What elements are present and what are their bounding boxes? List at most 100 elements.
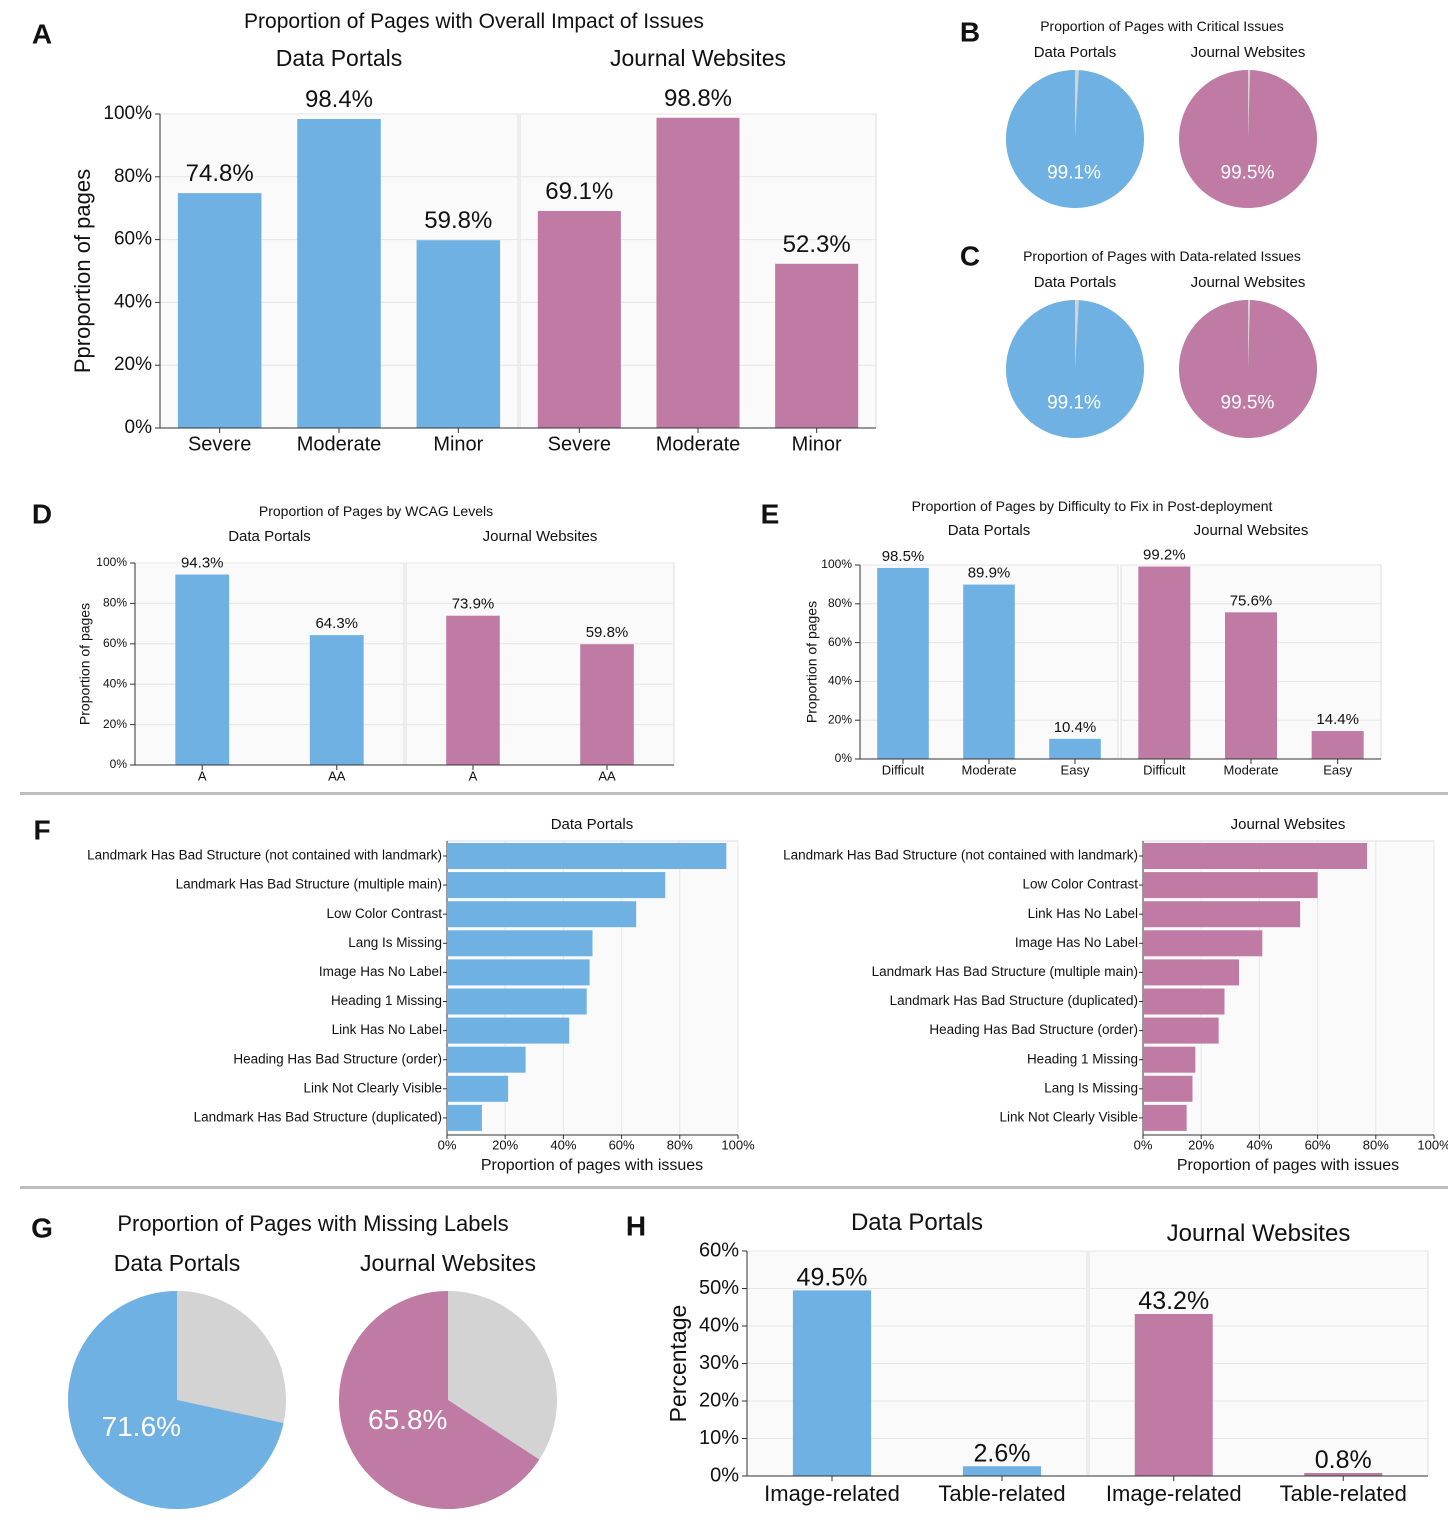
pie-value-label: 99.5% [1221, 163, 1275, 184]
x-tick-label: 20% [1188, 1138, 1214, 1153]
y-tick-label: Heading 1 Missing [331, 993, 442, 1008]
x-tick-label: Easy [1323, 763, 1352, 778]
facet-title-f-0: Data Portals [551, 816, 634, 833]
bar-value-label: 98.4% [305, 86, 373, 113]
bar-f-1-3 [1143, 930, 1263, 957]
y-axis-label-h: Percentage [665, 1305, 691, 1423]
y-tick-label: 80% [114, 166, 152, 187]
x-tick-label: Severe [188, 434, 251, 456]
bar-value-label: 14.4% [1316, 711, 1359, 728]
x-tick-label: 100% [1417, 1138, 1448, 1153]
x-tick-label: Table-related [938, 1481, 1065, 1506]
bar-e-1-0 [1138, 566, 1191, 759]
bar-a-0-1 [297, 119, 381, 429]
bar-f-1-7 [1143, 1046, 1196, 1073]
y-tick-label: Link Has No Label [1028, 906, 1138, 921]
x-axis-label-f-1: Proportion of pages with issues [1177, 1157, 1399, 1174]
bar-h-0-0 [792, 1290, 872, 1476]
separator-bottom [20, 1186, 1448, 1189]
chart-title-d: Proportion of Pages by WCAG Levels [259, 503, 493, 519]
pie-title-c-1: Journal Websites [1191, 274, 1306, 291]
y-tick-label: Landmark Has Bad Structure (not containe… [87, 848, 442, 863]
y-tick-label: 80% [828, 596, 852, 610]
bar-value-label: 10.4% [1054, 719, 1097, 736]
facet-title-f-1: Journal Websites [1231, 816, 1346, 833]
chart-title-e: Proportion of Pages by Difficulty to Fix… [912, 498, 1273, 514]
panel-letter-b: B [960, 16, 980, 47]
bar-value-label: 99.2% [1143, 547, 1186, 564]
x-tick-label: 80% [667, 1138, 693, 1153]
x-tick-label: A [198, 769, 207, 784]
chart-title-b: Proportion of Pages with Critical Issues [1040, 18, 1284, 34]
separator-top [20, 792, 1448, 795]
y-tick-label: Low Color Contrast [1022, 877, 1138, 892]
y-tick-label: 80% [103, 596, 127, 610]
y-tick-label: 0% [710, 1464, 739, 1486]
x-tick-label: AA [598, 769, 616, 784]
bar-value-label: 52.3% [783, 231, 851, 258]
x-tick-label: Difficult [1143, 763, 1186, 778]
y-tick-label: Landmark Has Bad Structure (duplicated) [194, 1109, 442, 1124]
panel-letter-d: D [32, 498, 52, 529]
pie-slice-g-0 [67, 1291, 284, 1509]
facet-title-h-0: Data Portals [851, 1209, 983, 1236]
bar-e-0-2 [1049, 738, 1101, 759]
y-tick-label: Link Has No Label [332, 1022, 442, 1037]
x-tick-label: 80% [1363, 1138, 1389, 1153]
x-tick-label: A [469, 769, 478, 784]
x-tick-label: Minor [792, 434, 842, 456]
y-tick-label: Image Has No Label [1015, 935, 1138, 950]
y-tick-label: 20% [103, 717, 127, 731]
x-tick-label: 60% [609, 1138, 635, 1153]
y-tick-label: 30% [699, 1352, 739, 1374]
y-tick-label: 100% [821, 557, 852, 571]
bar-h-0-1 [962, 1466, 1042, 1476]
y-tick-label: Link Not Clearly Visible [999, 1109, 1138, 1124]
y-tick-label: 100% [96, 555, 127, 569]
bar-h-1-1 [1304, 1473, 1383, 1476]
bar-e-0-0 [877, 567, 929, 759]
x-tick-label: 60% [1305, 1138, 1331, 1153]
y-tick-label: Heading 1 Missing [1027, 1051, 1138, 1066]
y-tick-label: Lang Is Missing [348, 935, 442, 950]
bar-f-0-4 [447, 959, 590, 986]
bar-value-label: 73.9% [452, 596, 495, 613]
bar-f-0-6 [447, 1017, 570, 1044]
bar-value-label: 59.8% [586, 624, 629, 641]
pie-title-g-1: Journal Websites [360, 1250, 536, 1276]
panel-letter-e: E [761, 498, 780, 529]
bar-value-label: 0.8% [1315, 1446, 1372, 1474]
y-tick-label: 20% [699, 1389, 739, 1411]
y-tick-label: 20% [114, 354, 152, 375]
pie-title-b-1: Journal Websites [1191, 44, 1306, 61]
y-tick-label: 0% [125, 417, 153, 438]
x-tick-label: Table-related [1280, 1481, 1407, 1506]
bar-a-0-0 [177, 193, 262, 428]
y-tick-label: 50% [699, 1277, 739, 1299]
x-tick-label: Image-related [1106, 1481, 1242, 1506]
y-tick-label: Landmark Has Bad Structure (not containe… [783, 848, 1138, 863]
y-axis-label-e: Proportion of pages [804, 601, 820, 723]
y-tick-label: Link Not Clearly Visible [303, 1080, 442, 1095]
panel-letter-c: C [960, 240, 980, 271]
x-axis-label-f-0: Proportion of pages with issues [481, 1157, 703, 1174]
pie-value-label: 71.6% [102, 1411, 181, 1442]
y-tick-label: 20% [828, 712, 852, 726]
bar-f-0-5 [447, 988, 587, 1015]
bar-f-1-6 [1143, 1017, 1219, 1044]
bar-e-0-1 [963, 584, 1015, 759]
bar-f-0-2 [447, 901, 637, 928]
x-tick-label: 40% [1246, 1138, 1272, 1153]
pie-title-b-0: Data Portals [1034, 44, 1117, 61]
y-tick-label: 40% [114, 291, 152, 312]
pie-slice-g-1 [338, 1291, 540, 1509]
bar-f-1-9 [1143, 1104, 1187, 1131]
bar-d-0-1 [309, 635, 364, 765]
bar-value-label: 64.3% [315, 615, 358, 632]
bar-d-1-1 [580, 644, 634, 765]
bar-value-label: 59.8% [424, 207, 492, 234]
x-tick-label: Moderate [297, 434, 382, 456]
chart-title-c: Proportion of Pages with Data-related Is… [1023, 248, 1301, 264]
bar-h-1-0 [1134, 1314, 1213, 1476]
